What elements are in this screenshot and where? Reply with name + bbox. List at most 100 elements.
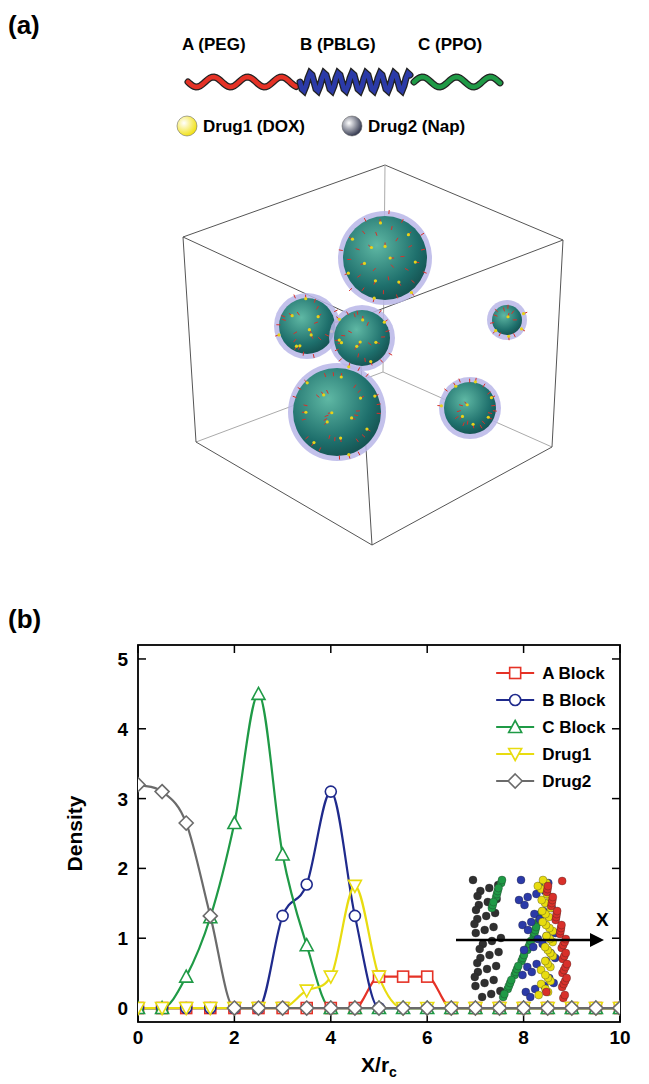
surface-drug <box>308 328 311 331</box>
corona-chain <box>400 256 404 257</box>
data-point <box>138 1003 145 1015</box>
surface-drug <box>355 345 358 348</box>
inset-bead <box>524 893 532 901</box>
corona-chain <box>512 311 514 314</box>
panel-a: (a)A (PEG)B (PBLG)C (PPO)Drug1 (DOX)Drug… <box>8 10 563 545</box>
y-tick <box>138 868 146 870</box>
corona-chain <box>297 312 299 315</box>
data-point <box>349 910 360 921</box>
box-edge <box>372 447 552 545</box>
corona-chain <box>488 412 492 414</box>
surface-drug <box>310 333 313 336</box>
surface-drug <box>369 360 372 363</box>
inset-bead <box>538 907 546 915</box>
micelle-corona <box>329 305 395 371</box>
inset-bead <box>541 971 549 979</box>
corona-chain <box>514 333 516 337</box>
y-tick-label: 0 <box>117 998 128 1019</box>
corona-chain <box>469 379 470 383</box>
inset-bead <box>489 898 497 906</box>
series-line <box>138 694 620 1008</box>
corona-chain <box>494 315 498 316</box>
inset-bead <box>500 990 508 998</box>
corona-chain <box>367 322 369 326</box>
x-tick <box>234 645 236 653</box>
data-point <box>613 1001 620 1015</box>
surface-drug <box>466 403 469 406</box>
surface-drug <box>338 318 341 321</box>
corona-chain <box>491 405 495 406</box>
corona-chain <box>402 219 404 223</box>
corona-chain <box>333 372 334 376</box>
drug-ball <box>177 116 197 136</box>
data-point <box>180 970 193 982</box>
corona-chain <box>324 418 327 420</box>
data-point <box>204 1003 217 1015</box>
surface-drug <box>363 262 366 265</box>
x-tick <box>426 645 428 653</box>
surface-drug <box>277 333 280 336</box>
surface-drug <box>507 335 510 338</box>
data-point <box>300 1001 314 1015</box>
surface-drug <box>520 327 523 330</box>
corona-chain <box>396 238 398 241</box>
corona-chain <box>493 410 497 411</box>
surface-drug <box>522 312 525 315</box>
inset: X <box>456 876 609 1002</box>
y-tick-label: 2 <box>117 858 128 879</box>
y-tick <box>612 658 620 660</box>
inset-bead <box>562 949 570 957</box>
corona-chain <box>358 452 360 456</box>
surface-drug <box>374 279 377 282</box>
surface-drug <box>339 436 342 439</box>
data-point <box>422 971 433 982</box>
figure: (a)A (PEG)B (PBLG)C (PPO)Drug1 (DOX)Drug… <box>0 0 649 1084</box>
data-point <box>181 1003 192 1014</box>
surface-drug <box>365 427 368 430</box>
corona-chain <box>455 416 458 418</box>
inset-bead <box>544 882 552 890</box>
surface-drug <box>326 420 329 423</box>
y-tick-label: 3 <box>117 789 128 810</box>
corona-chain <box>327 390 329 394</box>
corona-chain <box>459 405 463 406</box>
surface-drug <box>304 297 307 300</box>
inset-bead <box>526 993 534 1001</box>
y-tick <box>138 798 146 800</box>
inset-bead <box>521 901 529 909</box>
chain-block <box>414 77 500 87</box>
legend-marker <box>509 749 522 761</box>
inset-arrow <box>456 939 594 942</box>
corona-chain <box>379 310 381 313</box>
corona-chain <box>487 392 490 394</box>
corona-chain <box>368 343 371 345</box>
panel-label: (a) <box>8 10 40 40</box>
data-point <box>493 1001 507 1015</box>
inset-bead <box>549 893 557 901</box>
data-point <box>179 816 193 830</box>
x-tick-label: 4 <box>326 1027 337 1048</box>
surface-drug <box>374 341 377 344</box>
box-edge <box>383 372 552 447</box>
inset-bead <box>542 988 550 996</box>
surface-drug <box>351 238 354 241</box>
corona-chain <box>356 439 358 442</box>
inset-bead <box>481 926 489 934</box>
corona-chain <box>325 415 329 416</box>
corona-chain <box>381 336 385 337</box>
corona-chain <box>356 249 360 250</box>
corona-chain <box>335 349 339 351</box>
legend-label: Drug1 <box>542 745 591 764</box>
corona-chain <box>324 373 325 377</box>
x-tick <box>330 645 332 653</box>
y-tick <box>612 728 620 730</box>
data-point <box>300 985 313 997</box>
series-line <box>138 792 620 1008</box>
panel-label: (b) <box>8 604 41 634</box>
corona-chain <box>313 354 315 358</box>
legend-label: A Block <box>542 664 605 683</box>
legend-label: B Block <box>542 691 606 710</box>
surface-drug <box>407 233 410 236</box>
corona-chain <box>421 233 424 235</box>
y-tick <box>138 937 146 939</box>
